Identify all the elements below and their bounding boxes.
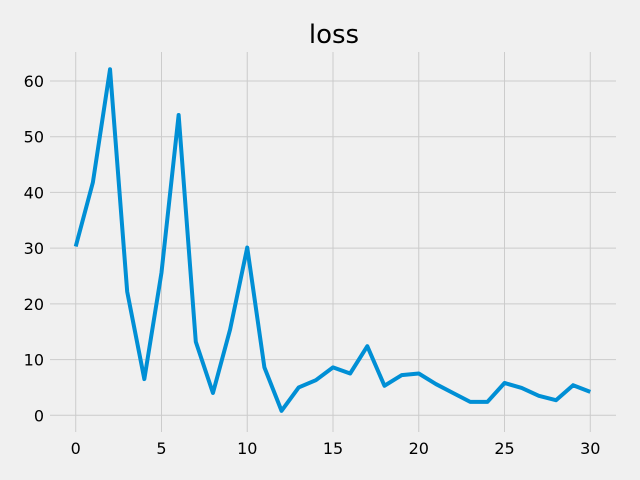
data-point xyxy=(520,386,524,390)
data-point xyxy=(365,344,369,348)
series-layer xyxy=(73,67,592,413)
y-tick-label: 20 xyxy=(24,295,44,314)
data-point xyxy=(177,113,181,117)
data-point xyxy=(400,373,404,377)
data-point xyxy=(588,390,592,394)
data-point xyxy=(125,290,129,294)
chart-title: loss xyxy=(309,20,359,50)
data-point xyxy=(485,400,489,404)
data-point xyxy=(280,409,284,413)
data-point xyxy=(91,180,95,184)
y-tick-label: 10 xyxy=(24,351,44,370)
x-tick-label: 10 xyxy=(237,439,257,458)
data-point xyxy=(571,383,575,387)
data-point xyxy=(194,340,198,344)
x-tick-label: 25 xyxy=(494,439,514,458)
data-point xyxy=(331,365,335,369)
data-point xyxy=(434,382,438,386)
data-point xyxy=(211,391,215,395)
x-tick-label: 5 xyxy=(156,439,166,458)
data-point xyxy=(108,67,112,71)
data-point xyxy=(159,271,163,275)
data-point xyxy=(382,384,386,388)
data-point xyxy=(451,391,455,395)
y-tick-label: 40 xyxy=(24,183,44,202)
y-tick-label: 50 xyxy=(24,128,44,147)
data-point xyxy=(142,377,146,381)
y-tick-label: 30 xyxy=(24,239,44,258)
data-point xyxy=(417,371,421,375)
data-point xyxy=(228,327,232,331)
data-point xyxy=(468,400,472,404)
data-point xyxy=(297,385,301,389)
x-tick-label: 20 xyxy=(409,439,429,458)
tick-labels: 0 5 10 15 20 25 30 0 10 20 30 40 50 60 xyxy=(24,72,601,458)
data-point xyxy=(74,244,78,248)
data-point xyxy=(537,394,541,398)
data-point xyxy=(503,381,507,385)
x-tick-label: 30 xyxy=(580,439,600,458)
y-tick-label: 60 xyxy=(24,72,44,91)
x-tick-label: 0 xyxy=(71,439,81,458)
series-line-loss xyxy=(73,67,591,413)
data-point xyxy=(348,371,352,375)
data-point xyxy=(262,365,266,369)
data-point xyxy=(314,378,318,382)
x-tick-label: 15 xyxy=(323,439,343,458)
data-point xyxy=(554,398,558,402)
y-tick-label: 0 xyxy=(34,406,44,425)
data-point xyxy=(245,246,249,250)
grid xyxy=(50,52,616,432)
